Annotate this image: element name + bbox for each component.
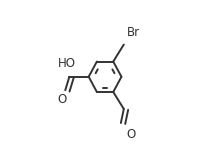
Text: HO: HO: [58, 57, 76, 70]
Text: Br: Br: [126, 26, 139, 39]
Text: O: O: [126, 128, 135, 141]
Text: O: O: [58, 93, 67, 106]
